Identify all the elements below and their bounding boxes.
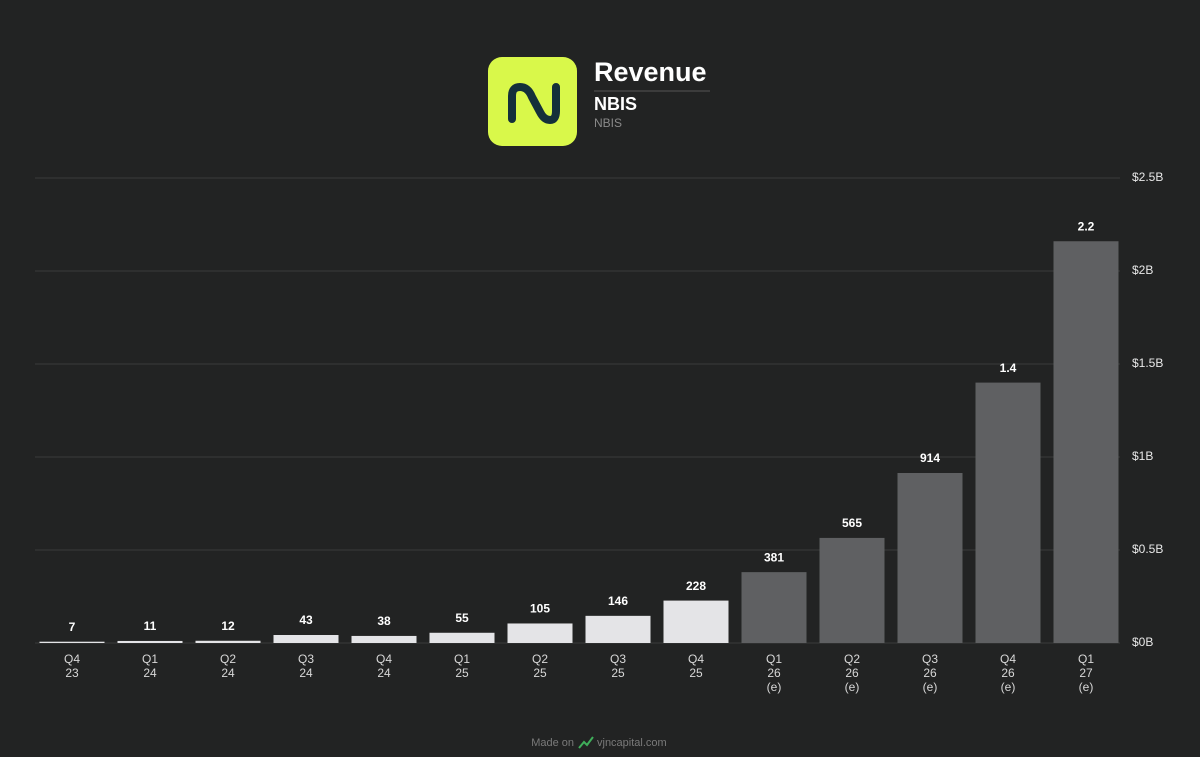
y-tick-label: $0.5B [1132, 542, 1163, 556]
x-tick-label: Q2 25 [532, 652, 548, 680]
footer-prefix: Made on [531, 737, 574, 749]
value-label: 914 [920, 451, 940, 465]
x-tick-label: Q2 24 [220, 652, 236, 680]
x-tick-label: Q2 26 (e) [844, 652, 860, 694]
x-tick-label: Q4 26 (e) [1000, 652, 1016, 694]
value-label: 55 [455, 611, 469, 625]
value-label: 2.2 [1078, 219, 1095, 233]
bar [1053, 241, 1119, 644]
x-tick-label: Q1 25 [454, 652, 470, 680]
value-label: 1.4 [1000, 361, 1017, 375]
bar [663, 600, 729, 643]
bar [819, 537, 885, 643]
value-label: 381 [764, 550, 784, 564]
x-tick-label: Q4 24 [376, 652, 392, 680]
bar [39, 641, 105, 643]
bar [585, 615, 651, 643]
bar [741, 572, 807, 643]
ticker: NBIS [594, 116, 622, 130]
x-tick-label: Q1 24 [142, 652, 158, 680]
bar [273, 635, 339, 643]
y-tick-label: $2.5B [1132, 170, 1163, 184]
y-tick-label: $2B [1132, 263, 1153, 277]
x-tick-label: Q3 26 (e) [922, 652, 938, 694]
x-tick-label: Q4 25 [688, 652, 704, 680]
x-tick-label: Q1 27 (e) [1078, 652, 1094, 694]
value-label: 43 [299, 613, 313, 627]
footer-icon [578, 736, 594, 749]
value-label: 12 [221, 619, 235, 633]
footer-site: vjncapital.com [597, 737, 667, 749]
bar [351, 635, 417, 643]
y-tick-label: $1B [1132, 449, 1153, 463]
bar [195, 640, 261, 643]
bar [975, 382, 1041, 643]
bar [117, 640, 183, 643]
x-tick-label: Q3 24 [298, 652, 314, 680]
x-tick-label: Q1 26 (e) [766, 652, 782, 694]
chart-title: Revenue [594, 57, 707, 87]
x-tick-label: Q3 25 [610, 652, 626, 680]
bar [507, 623, 573, 643]
x-tick-label: Q4 23 [64, 652, 80, 680]
value-label: 38 [377, 614, 391, 628]
bar [429, 632, 495, 643]
value-label: 146 [608, 594, 628, 608]
value-label: 565 [842, 516, 862, 530]
logo-mark [508, 82, 560, 125]
y-tick-label: $0B [1132, 635, 1153, 649]
value-label: 7 [69, 620, 76, 634]
value-label: 228 [686, 579, 706, 593]
bar [897, 472, 963, 643]
value-label: 105 [530, 602, 550, 616]
y-tick-label: $1.5B [1132, 356, 1163, 370]
chart-subtitle: NBIS [594, 94, 637, 114]
value-label: 11 [144, 619, 157, 633]
